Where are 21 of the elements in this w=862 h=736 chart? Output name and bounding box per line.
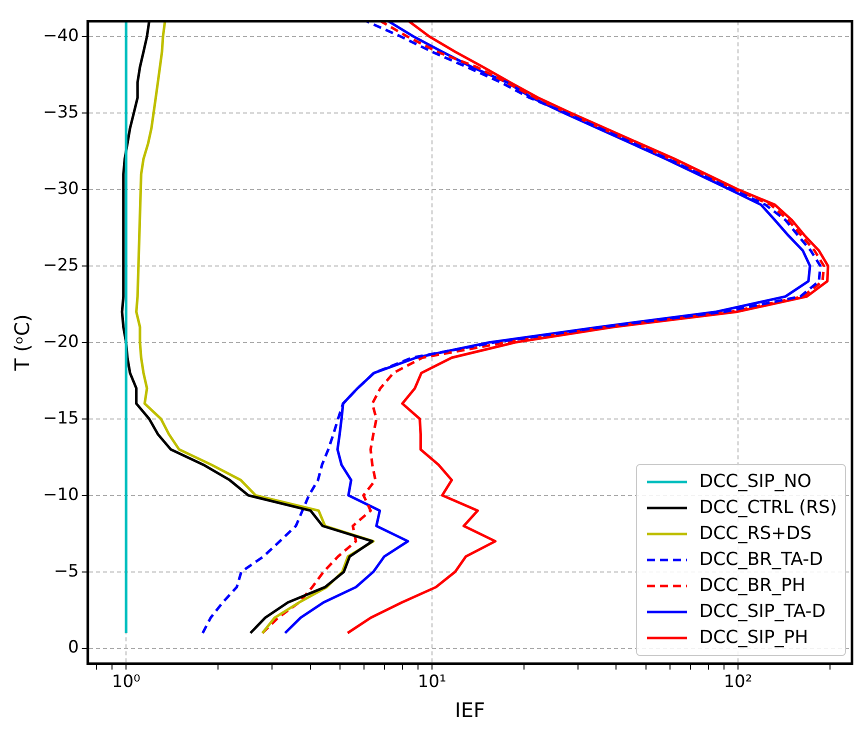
y-tick-label: −10 <box>42 484 79 505</box>
legend-label: DCC_CTRL (RS) <box>699 497 837 518</box>
x-tick-label: 10¹ <box>418 672 446 692</box>
y-tick-label: −35 <box>42 102 79 122</box>
y-tick-label: −25 <box>42 255 79 276</box>
y-tick-label: −15 <box>42 408 79 428</box>
legend-label: DCC_RS+DS <box>699 523 812 544</box>
y-tick-label: −40 <box>42 26 79 46</box>
y-tick-label: −5 <box>54 561 79 582</box>
legend-label: DCC_SIP_PH <box>699 627 808 648</box>
y-tick-label: 0 <box>68 638 79 658</box>
y-tick-label: −30 <box>42 178 79 199</box>
legend-label: DCC_BR_PH <box>699 575 806 596</box>
legend-label: DCC_BR_TA-D <box>699 549 823 570</box>
y-axis-title: T (ᵒC) <box>10 314 34 372</box>
x-tick-label: 10⁰ <box>112 672 140 692</box>
legend-label: DCC_SIP_NO <box>699 471 812 492</box>
x-axis-title: IEF <box>454 698 485 722</box>
y-tick-label: −20 <box>42 332 79 352</box>
x-tick-label: 10² <box>724 672 752 692</box>
legend-label: DCC_SIP_TA-D <box>699 601 826 622</box>
